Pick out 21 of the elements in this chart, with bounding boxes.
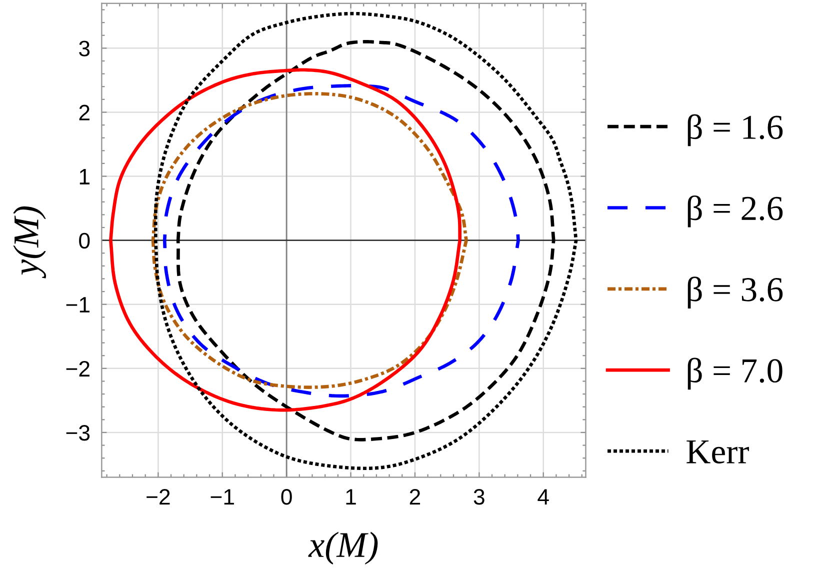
x-tick-label: 0 [281, 489, 292, 505]
x-tick-label: 4 [538, 489, 549, 505]
y-axis-title: y(M) [13, 206, 46, 278]
y-tick-label: −2 [66, 360, 90, 376]
x-axis-title: x(M) [308, 532, 378, 565]
legend-label: Kerr [686, 440, 749, 464]
y-tick-label: 0 [79, 232, 90, 249]
y-tick-label: −1 [66, 297, 90, 312]
x-tick-label: 2 [410, 489, 420, 505]
x-tick-label: 1 [346, 489, 356, 505]
y-tick-label: 1 [80, 169, 90, 184]
x-tick-label: 3 [474, 489, 484, 505]
y-tick-label: 3 [79, 40, 90, 56]
y-tick-label: −3 [66, 425, 90, 441]
legend-label: β = 7.0 [688, 358, 782, 390]
y-tick-label: 2 [79, 104, 90, 120]
x-tick-label: −1 [210, 489, 234, 505]
legend-label: β = 3.6 [688, 276, 783, 308]
legend-label: β = 1.6 [688, 114, 783, 146]
x-tick-label: −2 [146, 489, 170, 505]
legend-label: β = 2.6 [688, 195, 783, 228]
